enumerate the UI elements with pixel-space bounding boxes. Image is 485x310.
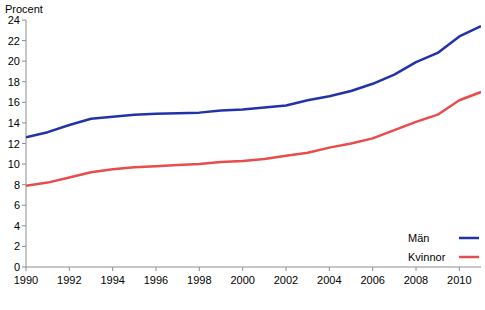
x-tick xyxy=(286,267,287,271)
y-tick xyxy=(22,81,26,82)
y-tick xyxy=(22,246,26,247)
y-tick xyxy=(22,102,26,103)
legend-label: Kvinnor xyxy=(408,251,446,263)
y-tick-label: 20 xyxy=(8,55,20,67)
x-tick-label: 1994 xyxy=(100,274,124,286)
y-tick-label: 16 xyxy=(8,96,20,108)
x-tick xyxy=(69,267,70,271)
x-tick-label: 2010 xyxy=(447,274,471,286)
x-tick xyxy=(459,267,460,271)
x-tick-label: 2002 xyxy=(274,274,298,286)
y-tick xyxy=(22,184,26,185)
x-tick xyxy=(112,267,113,271)
legend-swatch xyxy=(459,256,479,259)
y-tick xyxy=(22,40,26,41)
x-tick-label: 2000 xyxy=(230,274,254,286)
y-tick-label: 0 xyxy=(14,261,20,273)
x-tick-label: 1992 xyxy=(57,274,81,286)
x-tick-label: 1996 xyxy=(144,274,168,286)
x-tick-label: 1998 xyxy=(187,274,211,286)
chart: Procent024681012141618202224199019921994… xyxy=(0,0,485,310)
y-tick xyxy=(22,164,26,165)
y-tick-label: 10 xyxy=(8,158,20,170)
x-tick-label: 1990 xyxy=(14,274,38,286)
x-tick xyxy=(242,267,243,271)
y-tick xyxy=(22,267,26,268)
y-tick xyxy=(22,122,26,123)
x-tick xyxy=(329,267,330,271)
x-tick xyxy=(156,267,157,271)
y-tick-label: 14 xyxy=(8,117,20,129)
x-tick xyxy=(199,267,200,271)
x-tick xyxy=(26,267,27,271)
y-tick-label: 18 xyxy=(8,76,20,88)
legend-swatch xyxy=(459,237,479,240)
y-tick-label: 2 xyxy=(14,240,20,252)
x-tick-label: 2004 xyxy=(317,274,341,286)
x-tick xyxy=(372,267,373,271)
legend-label: Män xyxy=(408,232,429,244)
y-tick xyxy=(22,20,26,21)
y-tick-label: 24 xyxy=(8,14,20,26)
y-tick-label: 22 xyxy=(8,35,20,47)
plot-area xyxy=(26,26,481,186)
y-tick-label: 6 xyxy=(14,199,20,211)
y-tick xyxy=(22,61,26,62)
y-tick-label: 4 xyxy=(14,220,20,232)
y-tick xyxy=(22,143,26,144)
x-tick-label: 2006 xyxy=(360,274,384,286)
series-line xyxy=(26,26,481,137)
x-tick-label: 2008 xyxy=(404,274,428,286)
x-tick xyxy=(416,267,417,271)
x-axis xyxy=(26,267,481,268)
y-tick-label: 12 xyxy=(8,138,20,150)
y-tick xyxy=(22,205,26,206)
y-tick-label: 8 xyxy=(14,179,20,191)
series-line xyxy=(26,92,481,186)
y-tick xyxy=(22,225,26,226)
